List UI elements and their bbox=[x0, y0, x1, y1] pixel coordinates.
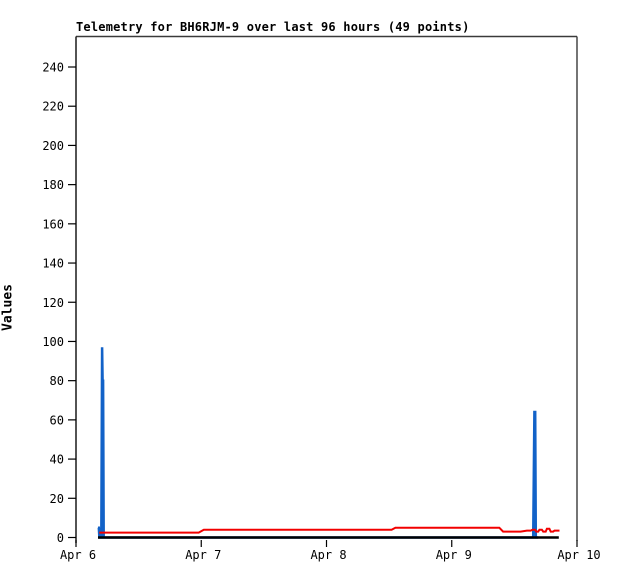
y-tick-label: 0 bbox=[57, 531, 64, 545]
y-tick-label: 60 bbox=[50, 413, 64, 427]
y-tick-label: 120 bbox=[42, 296, 64, 310]
x-tick-label: Apr 8 bbox=[310, 548, 346, 562]
y-tick-label: 160 bbox=[42, 217, 64, 231]
chart-title: Telemetry for BH6RJM-9 over last 96 hour… bbox=[76, 20, 470, 34]
y-tick-label: 140 bbox=[42, 257, 64, 271]
y-tick-label: 180 bbox=[42, 178, 64, 192]
series-line-channel-blue bbox=[97, 347, 539, 539]
x-tick-label: Apr 9 bbox=[436, 548, 472, 562]
y-tick-label: 80 bbox=[50, 374, 64, 388]
x-tick-label: Apr 7 bbox=[185, 548, 221, 562]
y-tick-label: 100 bbox=[42, 335, 64, 349]
x-tick-label: Apr 6 bbox=[60, 548, 96, 562]
y-tick-label: 200 bbox=[42, 139, 64, 153]
y-tick-label: 20 bbox=[50, 492, 64, 506]
y-tick-label: 220 bbox=[42, 100, 64, 114]
y-tick-label: 40 bbox=[50, 453, 64, 467]
x-tick-label: Apr 10 bbox=[557, 548, 600, 562]
y-tick-label: 240 bbox=[42, 61, 64, 75]
series-line-channel-red bbox=[99, 526, 560, 534]
